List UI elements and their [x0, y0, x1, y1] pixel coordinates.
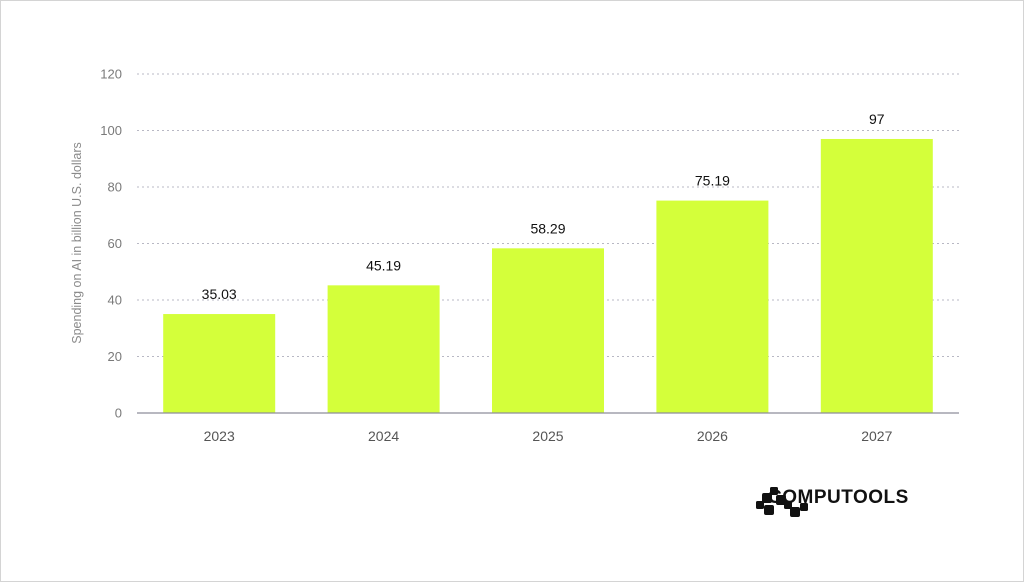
bar — [820, 138, 933, 413]
y-axis-ticks: 0 20 40 60 80 100 120 — [100, 67, 122, 421]
data-label: 97 — [869, 111, 885, 127]
y-tick-label: 100 — [100, 123, 122, 138]
y-tick-label: 80 — [108, 180, 122, 195]
data-label: 75.19 — [695, 173, 730, 189]
x-tick-label: 2026 — [697, 428, 728, 444]
bar — [327, 285, 440, 413]
x-tick-label: 2025 — [532, 428, 563, 444]
y-tick-label: 40 — [108, 293, 122, 308]
x-tick-label: 2023 — [204, 428, 235, 444]
bar — [492, 248, 604, 413]
x-axis-ticks: 2023 2024 2025 2026 2027 — [204, 428, 893, 444]
data-labels: 35.03 45.19 58.29 75.19 97 — [202, 111, 885, 302]
y-tick-label: 120 — [100, 67, 122, 82]
y-tick-label: 20 — [108, 349, 122, 364]
data-label: 45.19 — [366, 257, 401, 273]
x-tick-label: 2027 — [861, 428, 892, 444]
brand-logo: COMPUTOOLS — [756, 487, 909, 517]
bar — [656, 200, 769, 413]
y-axis-label: Spending on AI in billion U.S. dollars — [70, 142, 84, 344]
bar — [163, 314, 276, 413]
bars — [163, 138, 933, 413]
computools-logo-icon — [756, 487, 808, 517]
y-tick-label: 0 — [115, 406, 122, 421]
data-label: 35.03 — [202, 286, 237, 302]
data-label: 58.29 — [530, 220, 565, 236]
y-tick-label: 60 — [108, 236, 122, 251]
x-tick-label: 2024 — [368, 428, 399, 444]
brand-name: COMPUTOOLS — [768, 487, 909, 508]
bar-chart: 0 20 40 60 80 100 120 Spending on AI in billio… — [70, 67, 959, 444]
